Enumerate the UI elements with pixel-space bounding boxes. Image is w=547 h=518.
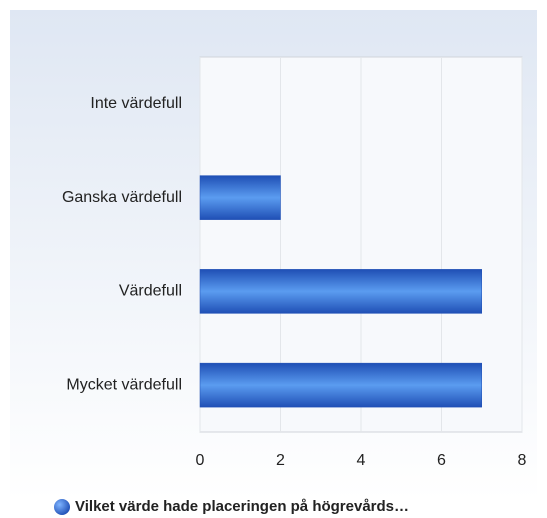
x-tick-label: 4 [357,452,366,469]
bar [199,362,482,408]
bar [199,175,281,220]
x-tick-label: 8 [518,452,527,469]
legend-marker [54,499,70,515]
y-tick-label: Ganska värdefull [62,189,182,206]
y-tick-label: Mycket värdefull [66,376,182,393]
legend-label: Vilket värde hade placeringen på högrevå… [75,498,409,515]
x-tick-label: 0 [196,452,205,469]
x-tick-label: 6 [437,452,446,469]
x-tick-label: 2 [276,452,285,469]
bar [199,269,482,314]
y-tick-label: Värdefull [119,283,182,300]
y-tick-label: Inte värdefull [90,95,182,112]
